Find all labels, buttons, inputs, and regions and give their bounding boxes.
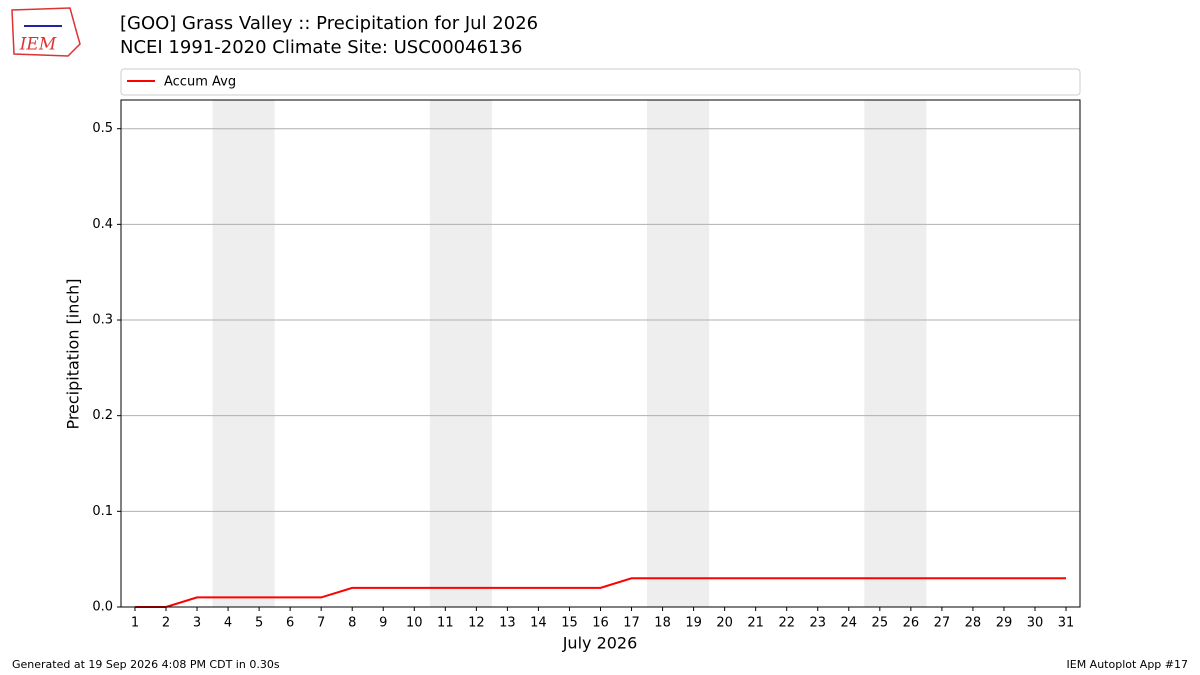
logo: IEM	[11, 7, 81, 57]
weekend-shade	[647, 100, 710, 607]
x-tick-label: 15	[561, 616, 578, 631]
x-tick-label: 21	[747, 616, 764, 631]
plot-frame	[120, 99, 1081, 608]
x-tick-label: 19	[685, 616, 702, 631]
x-tick-label: 14	[530, 616, 547, 631]
x-tick-label: 11	[437, 616, 454, 631]
weekend-shade	[212, 100, 275, 607]
x-tick-label: 16	[592, 616, 609, 631]
x-tick-label: 3	[193, 616, 201, 631]
x-tick-label: 31	[1058, 616, 1075, 631]
footer-left: Generated at 19 Sep 2026 4:08 PM CDT in …	[12, 658, 280, 671]
x-tick-label: 17	[623, 616, 640, 631]
y-tick-label: 0.1	[92, 504, 113, 519]
chart-subtitle: NCEI 1991-2020 Climate Site: USC00046136	[120, 37, 522, 58]
legend-label: Accum Avg	[164, 75, 236, 90]
x-tick-label: 12	[468, 616, 485, 631]
x-tick-label: 26	[903, 616, 920, 631]
logo-text: IEM	[19, 35, 57, 55]
x-tick-label: 7	[317, 616, 325, 631]
chart-title: [GOO] Grass Valley :: Precipitation for …	[120, 13, 538, 34]
x-tick-label: 28	[965, 616, 982, 631]
weekend-shade	[429, 100, 492, 607]
x-tick-label: 9	[379, 616, 387, 631]
y-axis-label: Precipitation [inch]	[64, 278, 83, 429]
y-tick-label: 0.5	[92, 121, 113, 136]
logo-outline	[11, 7, 81, 57]
x-tick-label: 10	[406, 616, 423, 631]
y-tick-label: 0.4	[92, 217, 113, 232]
x-axis-label: July 2026	[562, 634, 638, 653]
x-tick-label: 23	[809, 616, 826, 631]
y-tick-label: 0.0	[92, 600, 113, 615]
weekend-shade	[864, 100, 927, 607]
x-tick-label: 1	[131, 616, 139, 631]
y-tick-label: 0.3	[92, 313, 113, 328]
x-tick-label: 27	[934, 616, 951, 631]
x-tick-label: 2	[162, 616, 170, 631]
x-tick-label: 25	[872, 616, 889, 631]
line-series	[134, 577, 1067, 608]
x-tick-label: 5	[255, 616, 263, 631]
legend-box	[120, 68, 1081, 96]
x-tick-label: 6	[286, 616, 294, 631]
y-tick-label: 0.2	[92, 408, 113, 423]
x-tick-label: 24	[841, 616, 858, 631]
x-tick-label: 18	[654, 616, 671, 631]
x-tick-label: 4	[224, 616, 232, 631]
x-tick-label: 22	[778, 616, 795, 631]
x-tick-label: 13	[499, 616, 516, 631]
x-tick-label: 8	[348, 616, 356, 631]
x-tick-label: 20	[716, 616, 733, 631]
x-tick-label: 29	[996, 616, 1013, 631]
footer-right: IEM Autoplot App #17	[1067, 658, 1189, 671]
x-tick-label: 30	[1027, 616, 1044, 631]
